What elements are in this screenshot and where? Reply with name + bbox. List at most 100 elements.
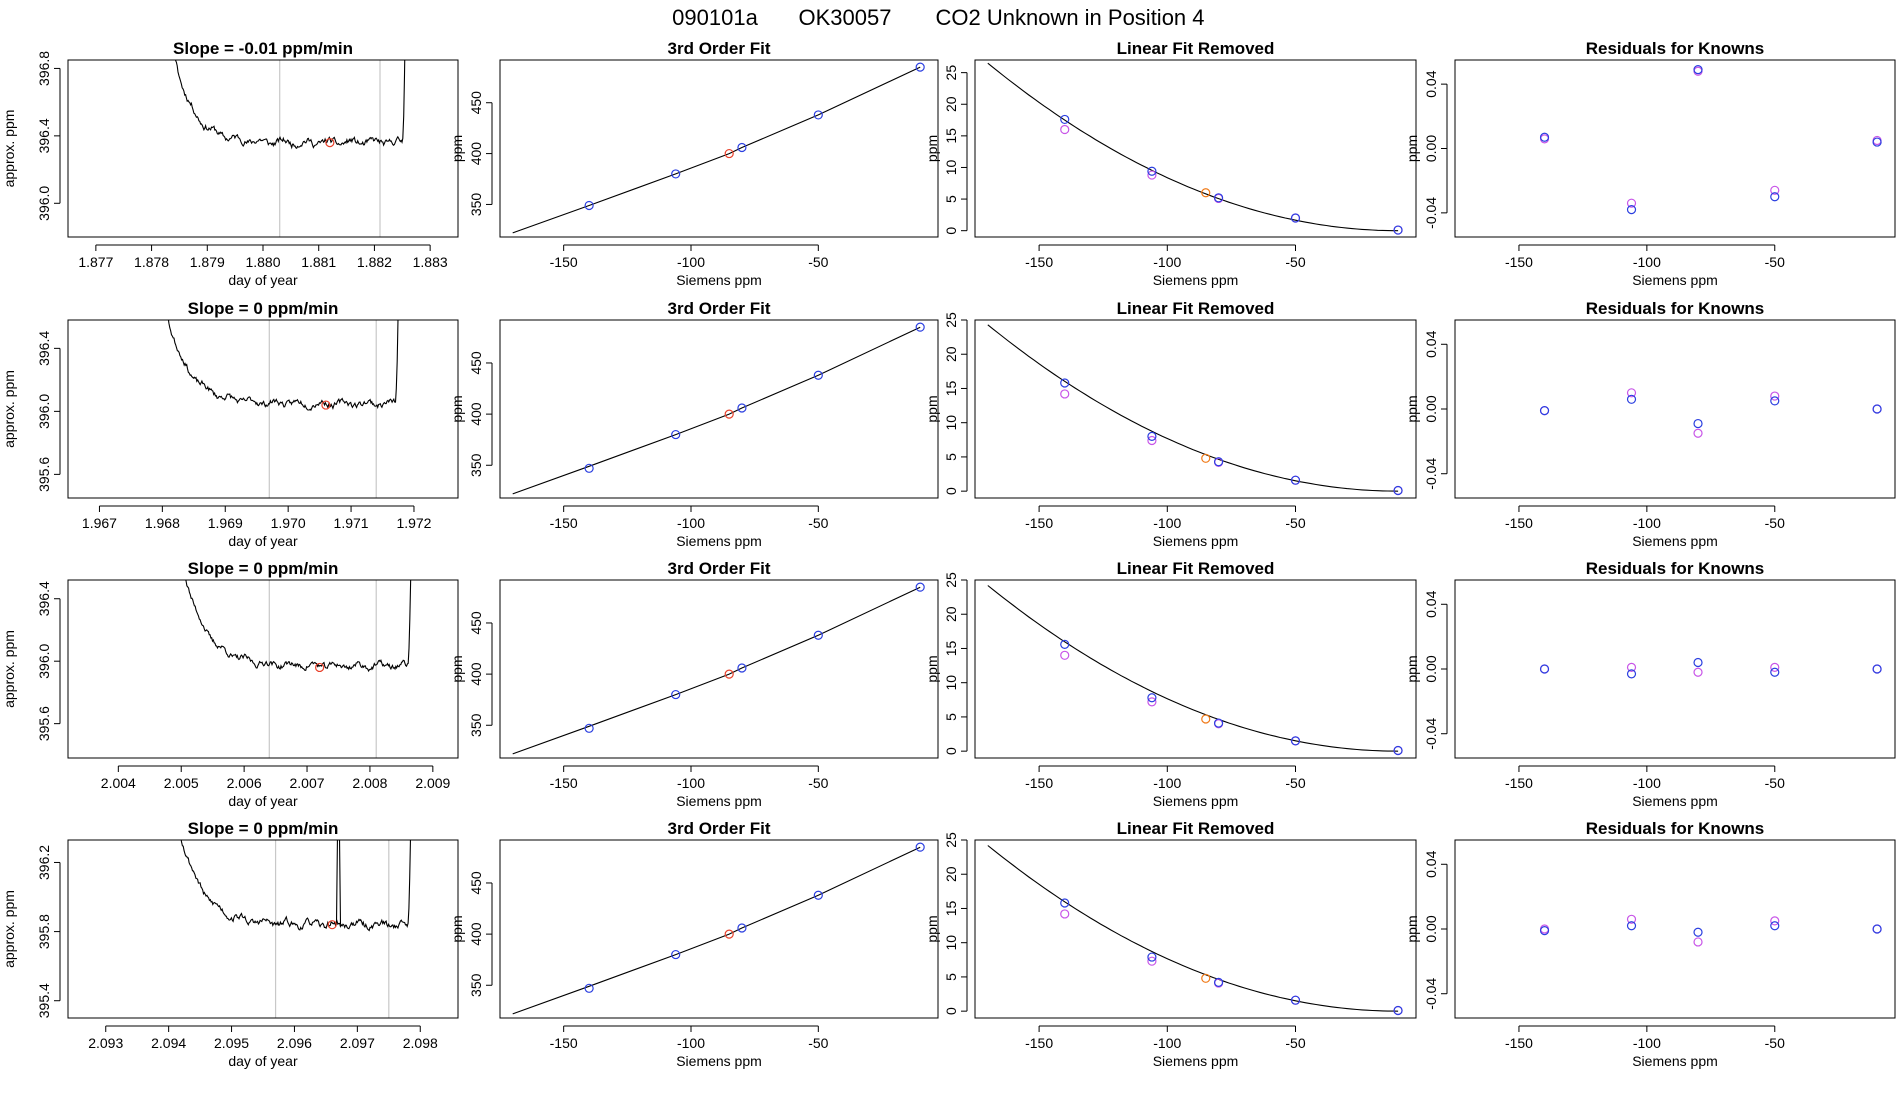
y-tick-label: 0.04 — [1423, 70, 1439, 97]
known-point-alt — [1693, 667, 1703, 677]
panel-title: Residuals for Knowns — [1586, 39, 1765, 58]
x-tick-label: 1.880 — [245, 254, 280, 270]
known-point — [584, 983, 594, 993]
title-description: CO2 Unknown in Position 4 — [935, 5, 1204, 30]
known-point — [1393, 745, 1403, 756]
panel-r2-fit: 3rd Order Fit -150 -100 -50 Siemens ppm 350 40… — [449, 299, 939, 549]
known-point-alt — [1626, 388, 1637, 398]
y-tick-label: 25 — [943, 572, 959, 588]
x-tick-label: -50 — [1285, 1035, 1305, 1051]
x-axis-label: Siemens ppm — [1153, 1053, 1239, 1069]
known-point — [915, 62, 925, 72]
known-point — [737, 403, 747, 413]
x-axis-label: day of year — [228, 793, 298, 809]
unknown-point — [315, 662, 325, 673]
x-tick-label: -100 — [1153, 515, 1181, 531]
y-tick-label: 15 — [943, 640, 959, 656]
plot-area — [167, 320, 399, 498]
x-tick-label: 1.971 — [334, 515, 369, 531]
y-axis-label: approx. ppm — [1, 630, 17, 708]
x-tick-label: -100 — [1153, 775, 1181, 791]
spike-trace — [335, 840, 342, 925]
known-point — [1770, 396, 1780, 406]
known-point-alt — [1147, 170, 1157, 180]
panel-title: 3rd Order Fit — [668, 299, 771, 318]
known-point — [1693, 65, 1703, 75]
known-point — [584, 200, 594, 211]
unknown-point — [325, 138, 335, 148]
x-tick-label: -150 — [1505, 1035, 1533, 1051]
x-tick-label: -50 — [808, 1035, 828, 1051]
x-tick-label: -100 — [1633, 775, 1661, 791]
plot-frame — [67, 579, 459, 759]
x-axis-label: Siemens ppm — [1632, 272, 1718, 288]
y-tick-label: 10 — [943, 159, 959, 175]
known-point-alt — [1060, 389, 1070, 399]
plot-frame — [1454, 319, 1896, 499]
x-axis-label: day of year — [228, 1053, 298, 1069]
known-point-alt — [1060, 124, 1070, 135]
y-axis-label: ppm — [1404, 135, 1420, 162]
x-axis-label: Siemens ppm — [1632, 793, 1718, 809]
panel-title: Linear Fit Removed — [1117, 39, 1275, 58]
x-tick-label: -50 — [1285, 515, 1305, 531]
known-point — [1393, 485, 1403, 496]
known-point — [1626, 669, 1637, 679]
known-point-alt — [1770, 185, 1780, 195]
y-tick-label: 350 — [468, 453, 484, 477]
plot-area — [987, 324, 1403, 496]
x-axis-label: Siemens ppm — [676, 793, 762, 809]
x-tick-label: -50 — [1285, 775, 1305, 791]
known-point — [1290, 736, 1301, 746]
panel-r2-lin: Linear Fit Removed -150 -100 -50 Siemens ppm… — [924, 299, 1417, 549]
panel-title: Slope = 0 ppm/min — [188, 299, 339, 318]
unknown-point — [724, 409, 734, 419]
known-point — [1539, 132, 1550, 142]
y-axis-label: ppm — [924, 655, 940, 682]
y-tick-label: 5 — [943, 195, 959, 203]
panel-title: Slope = 0 ppm/min — [188, 559, 339, 578]
fit-curve — [512, 846, 921, 1015]
unknown-point — [321, 400, 331, 410]
panel-r4-res: Residuals for Knowns -150 -100 -50 Siemens p… — [1404, 819, 1896, 1069]
known-point — [1147, 693, 1157, 703]
fit-curve — [987, 324, 1399, 492]
known-point-alt — [1147, 697, 1157, 707]
plot-area — [512, 842, 925, 1015]
unknown-point — [1201, 453, 1211, 463]
y-axis-label: ppm — [924, 915, 940, 942]
known-point — [1060, 378, 1070, 388]
known-point — [1693, 418, 1703, 429]
x-axis-label: Siemens ppm — [676, 1053, 762, 1069]
y-tick-label: 400 — [468, 142, 484, 166]
concentration-trace — [180, 840, 411, 932]
known-point — [813, 890, 823, 900]
y-tick-label: 0.04 — [1423, 590, 1439, 617]
x-tick-label: -150 — [550, 1035, 578, 1051]
known-point — [1626, 921, 1637, 931]
known-point — [1060, 114, 1070, 125]
fit-curve — [987, 62, 1399, 232]
panel-r3-res: Residuals for Knowns -150 -100 -50 Siemens p… — [1404, 559, 1896, 809]
x-tick-label: -150 — [1505, 775, 1533, 791]
panel-title: Linear Fit Removed — [1117, 299, 1275, 318]
panel-r4-lin: Linear Fit Removed -150 -100 -50 Siemens ppm… — [924, 819, 1417, 1069]
figure-title: 090101a OK30057 CO2 Unknown in Position … — [672, 5, 1204, 30]
y-axis-label: ppm — [924, 395, 940, 422]
known-point — [1060, 898, 1070, 908]
panel-title: Linear Fit Removed — [1117, 559, 1275, 578]
y-tick-label: 0.00 — [1423, 395, 1439, 422]
x-tick-label: 1.968 — [145, 515, 180, 531]
unknown-point — [724, 148, 734, 159]
y-tick-label: 15 — [943, 128, 959, 144]
known-point — [584, 723, 594, 733]
x-tick-label: 1.879 — [190, 254, 225, 270]
y-tick-label: 10 — [943, 675, 959, 691]
x-tick-label: -100 — [677, 515, 705, 531]
y-tick-label: 396.8 — [36, 51, 52, 86]
y-tick-label: 5 — [943, 713, 959, 721]
y-tick-label: 0 — [943, 487, 959, 495]
plot-area — [512, 322, 925, 495]
x-tick-label: 2.007 — [290, 775, 325, 791]
known-point — [915, 322, 925, 332]
